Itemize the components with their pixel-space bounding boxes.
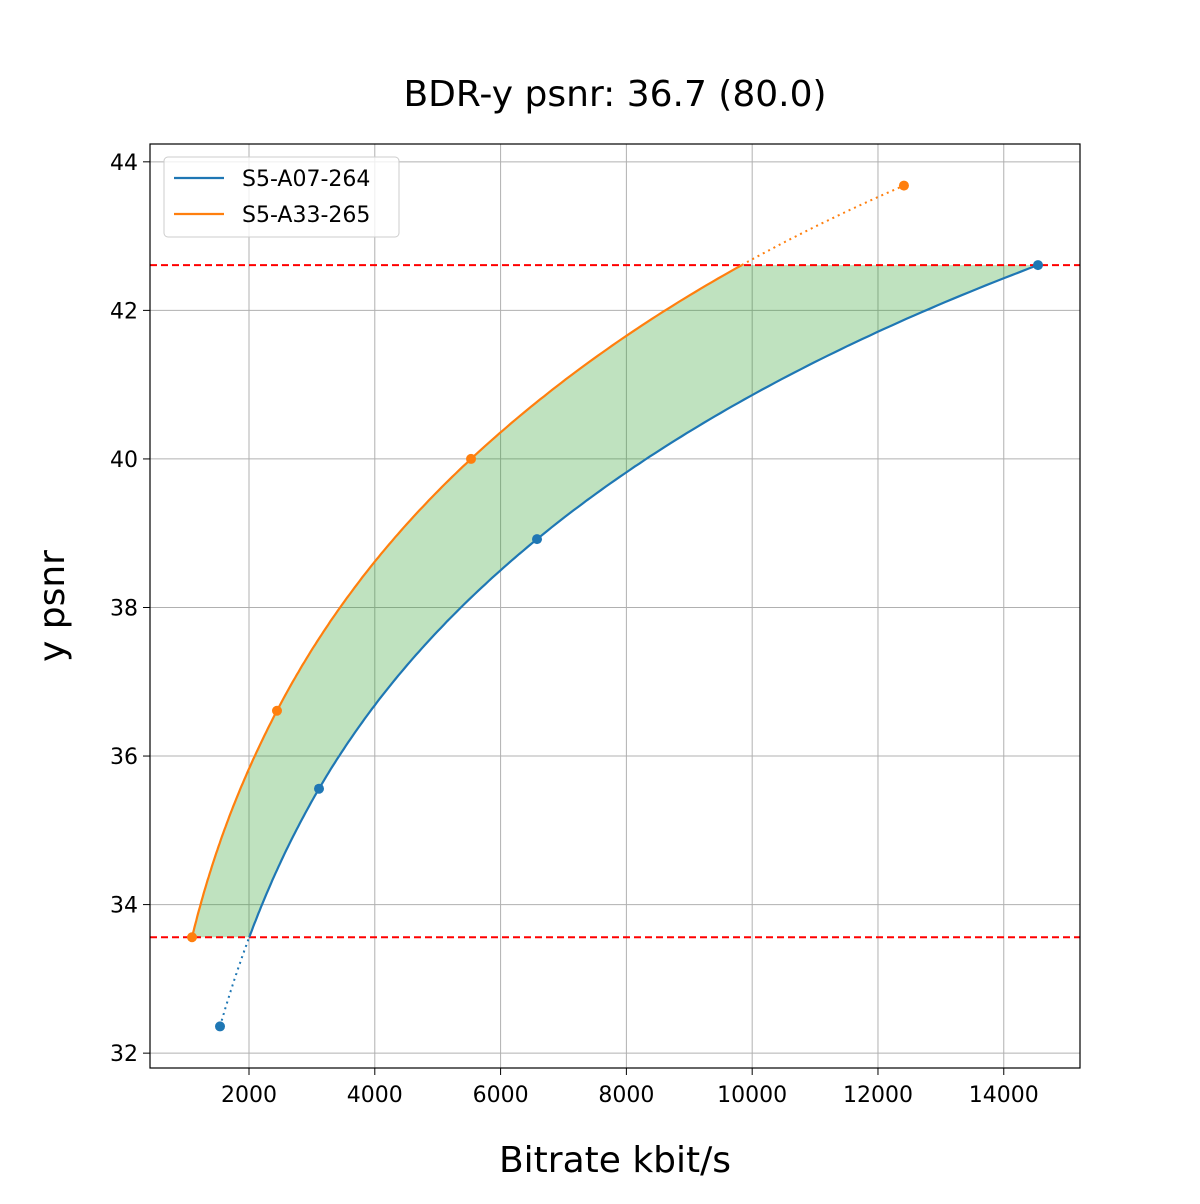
data-point <box>187 932 198 943</box>
legend-label: S5-A07-264 <box>242 167 370 192</box>
legend-label: S5-A33-265 <box>242 203 370 228</box>
x-tick-label: 2000 <box>221 1083 277 1108</box>
chart-title: BDR-y psnr: 36.7 (80.0) <box>403 74 826 115</box>
x-tick-label: 10000 <box>717 1083 787 1108</box>
data-point <box>532 534 543 545</box>
x-tick-label: 12000 <box>843 1083 913 1108</box>
plot-frame <box>149 143 1081 1069</box>
y-tick-label: 38 <box>110 596 138 621</box>
data-point <box>1032 260 1043 271</box>
data-point <box>215 1021 226 1032</box>
data-point <box>466 453 477 464</box>
series-dotted-line <box>219 937 251 1027</box>
fill-between-area <box>192 265 1038 938</box>
series-line <box>248 264 1039 938</box>
y-tick-label: 42 <box>110 299 138 324</box>
x-tick-label: 8000 <box>598 1083 654 1108</box>
x-tick-label: 14000 <box>969 1083 1039 1108</box>
y-tick-label: 34 <box>110 894 138 919</box>
y-tick-label: 36 <box>110 745 138 770</box>
series-dotted-line <box>741 184 905 266</box>
series-line <box>190 264 743 938</box>
data-point <box>898 180 909 191</box>
data-point <box>271 705 282 716</box>
y-tick-label: 44 <box>110 151 138 176</box>
y-tick-label: 40 <box>110 448 138 473</box>
y-tick-label: 32 <box>110 1042 138 1067</box>
x-tick-label: 6000 <box>473 1083 529 1108</box>
x-axis-label: Bitrate kbit/s <box>499 1140 731 1181</box>
data-point <box>314 783 325 794</box>
legend: S5-A07-264 S5-A33-265 <box>163 156 400 238</box>
x-tick-label: 4000 <box>347 1083 403 1108</box>
y-axis-label: y psnr <box>32 550 73 662</box>
